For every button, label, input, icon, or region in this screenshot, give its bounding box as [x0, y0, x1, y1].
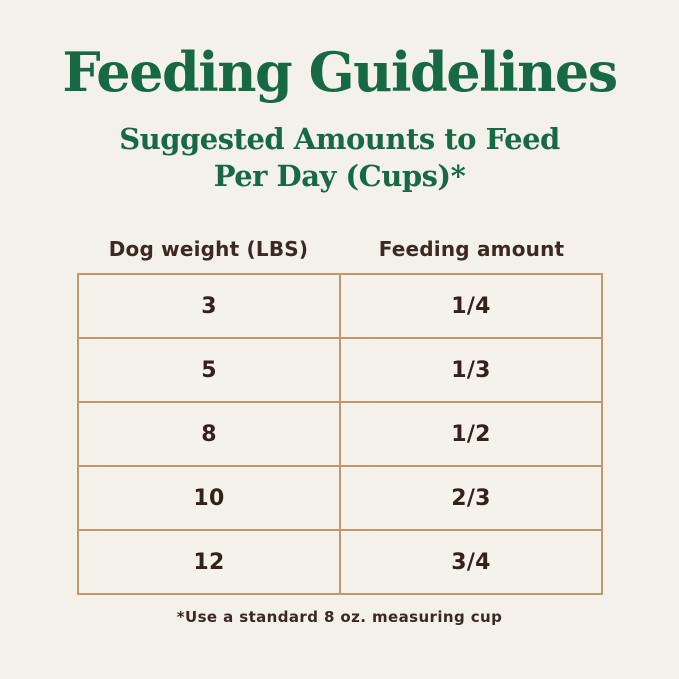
dog-weight-cell: 12: [77, 529, 341, 595]
page-subtitle: Suggested Amounts to Feed Per Day (Cups)…: [0, 121, 679, 195]
table-row: 10 2/3: [77, 465, 603, 531]
dog-weight-cell: 3: [77, 273, 341, 339]
table-row: 8 1/2: [77, 401, 603, 467]
table-row: 12 3/4: [77, 529, 603, 595]
column-header-dog-weight: Dog weight (LBS): [108, 237, 309, 261]
subtitle-line-2: Per Day (Cups)*: [213, 159, 466, 193]
dog-weight-cell: 10: [77, 465, 341, 531]
dog-weight-cell: 5: [77, 337, 341, 403]
column-header-feeding-amount: Feeding amount: [378, 237, 565, 261]
feeding-amount-cell: 1/4: [339, 273, 603, 339]
table-row: 3 1/4: [77, 273, 603, 339]
dog-weight-cell: 8: [77, 401, 341, 467]
page-title: Feeding Guidelines: [62, 40, 618, 104]
feeding-amount-cell: 1/3: [339, 337, 603, 403]
table-column-headers: Dog weight (LBS) Feeding amount: [77, 237, 603, 261]
footnote: *Use a standard 8 oz. measuring cup: [176, 608, 503, 626]
subtitle-line-1: Suggested Amounts to Feed: [119, 122, 560, 156]
feeding-table: 3 1/4 5 1/3 8 1/2 10 2/3 12 3/4: [77, 273, 603, 595]
table-row: 5 1/3: [77, 337, 603, 403]
feeding-amount-cell: 3/4: [339, 529, 603, 595]
feeding-amount-cell: 2/3: [339, 465, 603, 531]
feeding-amount-cell: 1/2: [339, 401, 603, 467]
